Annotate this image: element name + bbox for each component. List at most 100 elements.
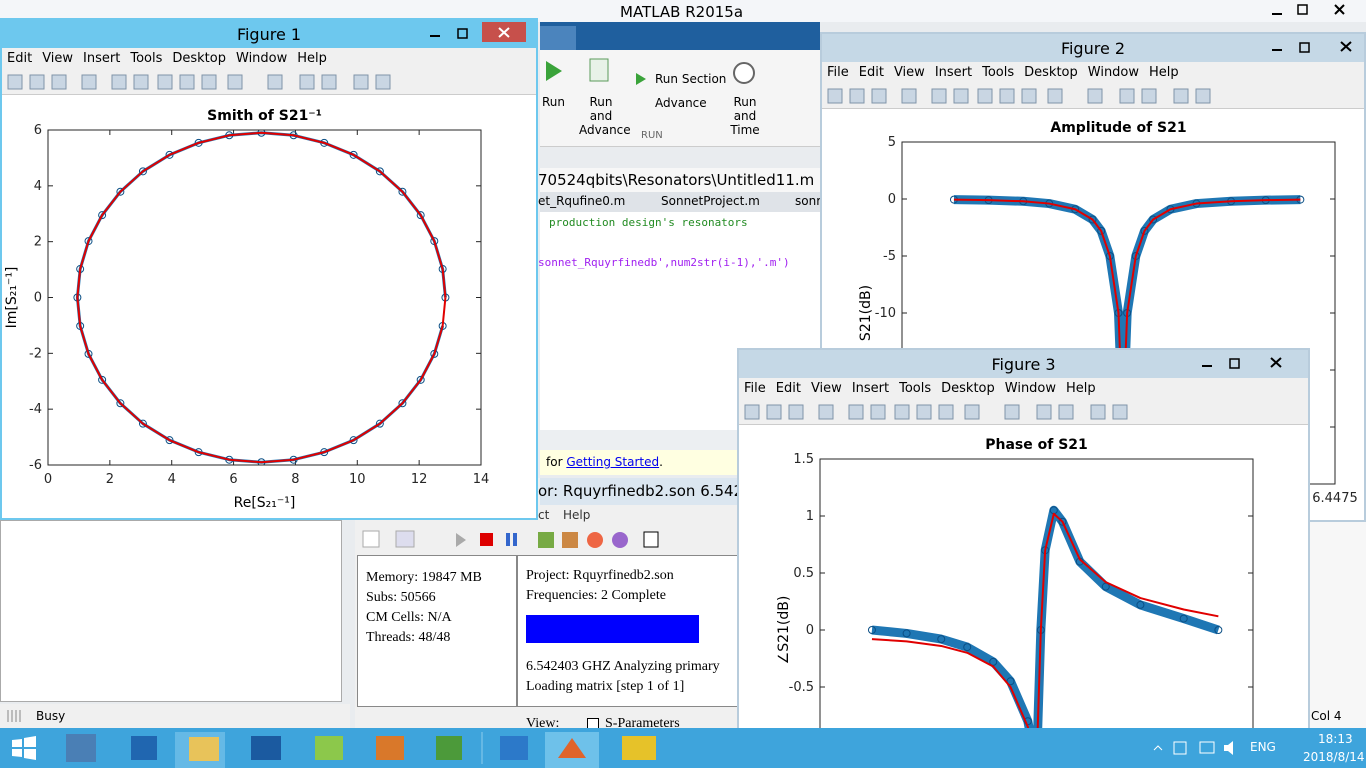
- menu-item[interactable]: Tools: [899, 381, 932, 396]
- tool-button[interactable]: [321, 74, 337, 90]
- menu-item[interactable]: Desktop: [172, 51, 226, 66]
- tool-button[interactable]: [999, 88, 1015, 104]
- tool-button[interactable]: [133, 74, 149, 90]
- menu-item[interactable]: Help: [1066, 381, 1096, 396]
- tool-button[interactable]: [1090, 404, 1106, 420]
- menu-item[interactable]: Window: [1087, 65, 1140, 80]
- tool-button[interactable]: [1173, 88, 1189, 104]
- run-time-button[interactable]: Run and Time: [730, 95, 760, 137]
- project: Project: Rquyrfinedb2.son: [526, 568, 674, 583]
- run-button[interactable]: Run: [542, 95, 566, 109]
- tool-button[interactable]: [51, 74, 67, 90]
- tool-button[interactable]: [157, 74, 173, 90]
- menu-item[interactable]: File: [827, 65, 849, 80]
- tool-button[interactable]: [299, 74, 315, 90]
- close-icon: [1270, 357, 1282, 368]
- tool-button[interactable]: [916, 404, 932, 420]
- tool-button[interactable]: [1021, 88, 1037, 104]
- tool-button[interactable]: [849, 88, 865, 104]
- tool-button[interactable]: [953, 88, 969, 104]
- data-marker: [430, 349, 439, 358]
- menu-item[interactable]: Help: [1149, 65, 1179, 80]
- tool-button[interactable]: [111, 74, 127, 90]
- tool-button[interactable]: [179, 74, 195, 90]
- menu-item[interactable]: View: [810, 381, 842, 396]
- getting-started-link[interactable]: Getting Started: [566, 455, 660, 469]
- data-marker: [116, 187, 125, 196]
- tool-button[interactable]: [870, 404, 886, 420]
- tool-button[interactable]: [901, 88, 917, 104]
- tool-button[interactable]: [818, 404, 834, 420]
- matlab-controls[interactable]: [1262, 0, 1366, 20]
- tool-button[interactable]: [1141, 88, 1157, 104]
- editor-tab[interactable]: et_Rqufine0.m: [538, 194, 626, 208]
- y-tick-label: -5: [883, 249, 896, 264]
- data-marker: [398, 187, 407, 196]
- tool-button[interactable]: [766, 404, 782, 420]
- window-controls[interactable]: [422, 22, 532, 46]
- tool-button[interactable]: [81, 74, 97, 90]
- tool-button[interactable]: [1112, 404, 1128, 420]
- menu-item[interactable]: Edit: [7, 51, 33, 66]
- tool-button[interactable]: [1058, 404, 1074, 420]
- y-tick-label: 0: [888, 192, 896, 207]
- menu-item[interactable]: View: [42, 51, 74, 66]
- info-text: for Getting Started.: [546, 455, 663, 469]
- tool-button[interactable]: [848, 404, 864, 420]
- editor-tabs: [540, 192, 820, 212]
- clock-time[interactable]: 18:13: [1318, 732, 1353, 746]
- run-section-button[interactable]: Run Section: [655, 72, 727, 86]
- menu-item[interactable]: Desktop: [941, 381, 995, 396]
- menu-item[interactable]: Insert: [83, 51, 121, 66]
- sparams-option[interactable]: S-Parameters: [605, 716, 680, 731]
- tool-button[interactable]: [788, 404, 804, 420]
- run-advance-button[interactable]: Run and Advance: [579, 95, 631, 137]
- menu-item[interactable]: File: [744, 381, 766, 396]
- tool-button[interactable]: [1036, 404, 1052, 420]
- code-line: production design's resonators: [549, 216, 748, 229]
- tool-button[interactable]: [1047, 88, 1063, 104]
- menu-item[interactable]: Insert: [851, 381, 890, 396]
- tool-button[interactable]: [1195, 88, 1211, 104]
- menu-item[interactable]: Window: [236, 51, 288, 66]
- tool-button[interactable]: [1004, 404, 1020, 420]
- menu-item[interactable]: View: [893, 65, 925, 80]
- figure-titlebar: Figure 2: [822, 34, 1364, 62]
- menu-item[interactable]: Tools: [982, 65, 1015, 80]
- tool-button[interactable]: [353, 74, 369, 90]
- tool-button[interactable]: [894, 404, 910, 420]
- language[interactable]: ENG: [1250, 740, 1276, 754]
- menu-item[interactable]: Help: [563, 508, 591, 522]
- menu-item[interactable]: ct: [538, 508, 550, 522]
- tool-button[interactable]: [1119, 88, 1135, 104]
- tool-button[interactable]: [7, 74, 23, 90]
- tool-button[interactable]: [1087, 88, 1103, 104]
- tool-button[interactable]: [267, 74, 283, 90]
- menu-item[interactable]: Edit: [858, 65, 884, 80]
- editor-tab[interactable]: sonr: [795, 194, 822, 208]
- tool-button[interactable]: [744, 404, 760, 420]
- tool-button[interactable]: [938, 404, 954, 420]
- menu-item[interactable]: Help: [297, 51, 327, 66]
- menu-item[interactable]: Window: [1004, 381, 1057, 396]
- tool-button[interactable]: [931, 88, 947, 104]
- tool-button[interactable]: [375, 74, 391, 90]
- tool-button[interactable]: [827, 88, 843, 104]
- window-controls[interactable]: [1194, 352, 1304, 376]
- tool-button[interactable]: [29, 74, 45, 90]
- advance-button[interactable]: Advance: [655, 96, 707, 110]
- window-controls[interactable]: [1264, 36, 1366, 60]
- tab[interactable]: [540, 26, 576, 50]
- clock-date[interactable]: 2018/8/14: [1303, 750, 1365, 764]
- menu-item[interactable]: Desktop: [1024, 65, 1078, 80]
- menu-item[interactable]: Insert: [934, 65, 973, 80]
- tool-button[interactable]: [871, 88, 887, 104]
- tool-button[interactable]: [201, 74, 217, 90]
- tool-button[interactable]: [227, 74, 243, 90]
- menu-item[interactable]: Edit: [775, 381, 801, 396]
- tool-button[interactable]: [977, 88, 993, 104]
- menu-item[interactable]: Tools: [130, 51, 163, 66]
- editor-tab[interactable]: SonnetProject.m: [661, 194, 760, 208]
- info-suffix: .: [659, 455, 663, 469]
- tool-button[interactable]: [964, 404, 980, 420]
